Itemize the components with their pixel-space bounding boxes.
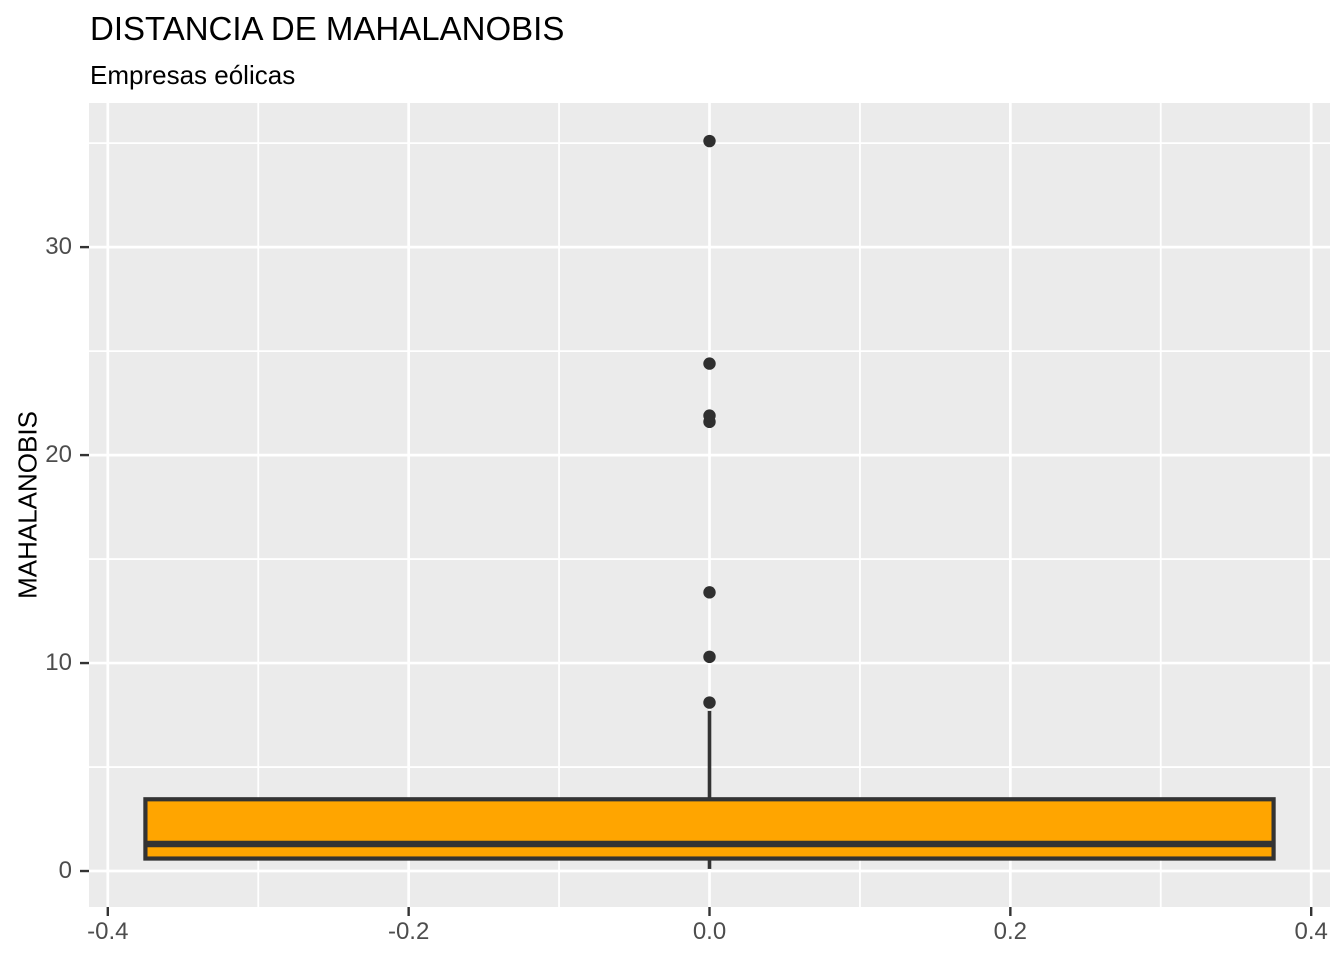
- plot-subtitle: Empresas eólicas: [90, 60, 296, 90]
- y-axis-title: MAHALANOBIS: [12, 411, 43, 599]
- x-axis-tick-label: 0.0: [692, 918, 727, 945]
- y-axis-tick-label: 0: [58, 857, 72, 885]
- y-axis-tick-label: 20: [45, 441, 72, 469]
- y-axis-tick-label: 10: [45, 649, 72, 677]
- x-axis-tick-label: 0.4: [1294, 918, 1328, 945]
- x-axis-tick-label: -0.2: [387, 918, 430, 945]
- plot-panel: [89, 103, 1330, 907]
- y-axis-tick-label: 30: [45, 233, 72, 261]
- x-axis-tick-label: 0.2: [993, 918, 1028, 945]
- plot-title: DISTANCIA DE MAHALANOBIS: [90, 10, 565, 47]
- x-axis-tick-label: -0.4: [87, 918, 129, 945]
